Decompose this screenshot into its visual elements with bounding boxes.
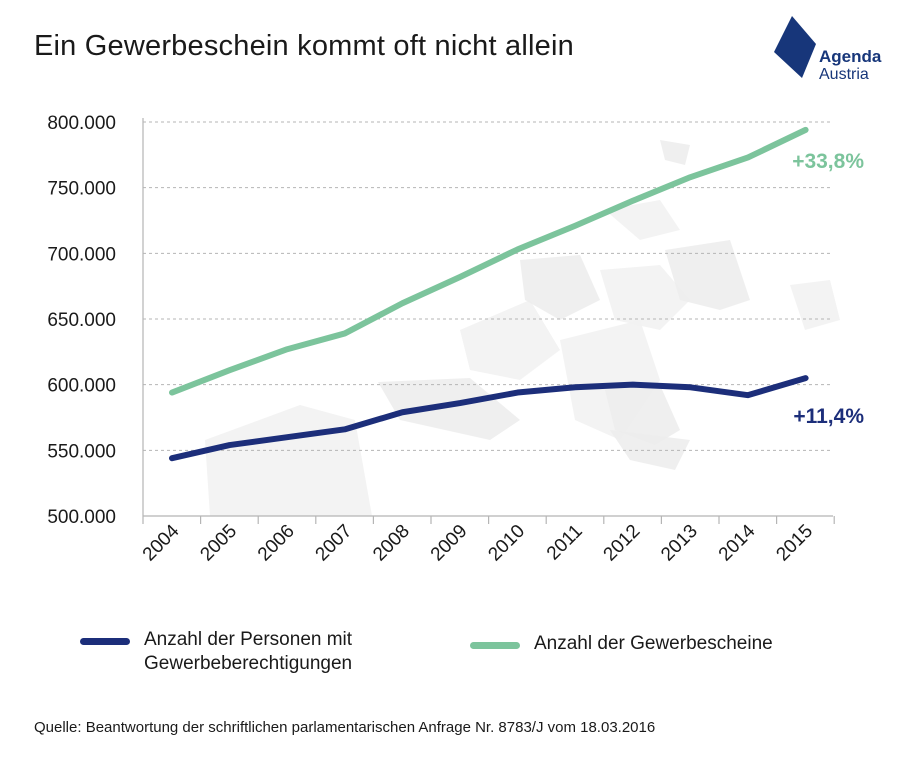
y-tick-label: 550.000 <box>47 441 116 462</box>
source-note: Quelle: Beantwortung der schriftlichen p… <box>34 719 656 736</box>
y-tick-label: 600.000 <box>47 376 116 397</box>
paper-shape <box>600 265 690 330</box>
y-tick-label: 800.000 <box>47 113 116 134</box>
x-tick-label: 2013 <box>657 521 702 566</box>
logo-mark-icon <box>774 16 816 78</box>
x-tick-label: 2015 <box>772 521 817 566</box>
series-line-1 <box>169 126 809 396</box>
paper-shape <box>460 300 560 380</box>
series-lines <box>169 126 809 462</box>
x-axis-tick-labels: 2004 2005 2006 2007 2008 2009 2010 2011 2012 2013… <box>139 520 817 565</box>
legend-swatch-gewerbescheine <box>470 642 520 649</box>
x-tick-label: 2014 <box>715 520 760 565</box>
axes <box>142 118 835 524</box>
paper-shape <box>205 405 372 516</box>
legend-item-gewerbescheine: Anzahl der Gewerbescheine <box>470 632 773 656</box>
grid-lines <box>143 121 833 451</box>
y-tick-label: 700.000 <box>47 244 116 265</box>
paper-shape <box>605 200 680 240</box>
y-tick-label: 650.000 <box>47 310 116 331</box>
x-tick-label: 2008 <box>369 521 414 566</box>
legend-label-personen-line2: Gewerbeberechtigungen <box>144 653 353 674</box>
x-tick-label: 2006 <box>254 521 299 566</box>
paper-shape <box>660 140 690 165</box>
paper-shape <box>665 240 750 310</box>
series-line-0 <box>169 375 809 462</box>
paper-shape <box>520 255 600 320</box>
x-tick-label: 2012 <box>600 521 645 566</box>
y-axis-tick-labels: 500.000 550.000 600.000 650.000 700.000 750.0… <box>47 113 116 528</box>
legend-label-gewerbescheine-line1: Anzahl der Gewerbescheine <box>534 633 773 654</box>
end-label-1: +33,8% <box>792 150 864 173</box>
legend-label-personen: Anzahl der Personen mit Gewerbeberechtig… <box>144 628 352 676</box>
logo-word-agenda: Agenda <box>819 47 882 66</box>
end-label-0: +11,4% <box>793 405 864 428</box>
y-tick-label: 500.000 <box>47 507 116 528</box>
logo-word-austria: Austria <box>819 66 869 83</box>
x-tick-label: 2010 <box>484 521 529 566</box>
x-tick-label: 2005 <box>196 521 241 566</box>
paper-shape <box>378 378 520 440</box>
x-tick-label: 2011 <box>543 521 587 565</box>
background-paper-illustration <box>205 140 840 516</box>
x-tick-label: 2009 <box>427 521 472 566</box>
legend-label-gewerbescheine: Anzahl der Gewerbescheine <box>534 632 773 656</box>
chart-title: Ein Gewerbeschein kommt oft nicht allein <box>34 30 574 62</box>
paper-shape <box>790 280 840 330</box>
paper-shape <box>605 385 680 445</box>
x-tick-label: 2004 <box>139 520 184 565</box>
legend-item-personen: Anzahl der Personen mit Gewerbeberechtig… <box>80 628 352 676</box>
x-tick-label: 2007 <box>312 521 357 566</box>
y-tick-label: 750.000 <box>47 179 116 200</box>
legend-label-personen-line1: Anzahl der Personen mit <box>144 629 353 650</box>
agenda-austria-logo: Agenda Austria <box>772 14 882 86</box>
end-labels: +11,4% +33,8% <box>792 150 864 428</box>
legend-swatch-personen <box>80 638 130 645</box>
